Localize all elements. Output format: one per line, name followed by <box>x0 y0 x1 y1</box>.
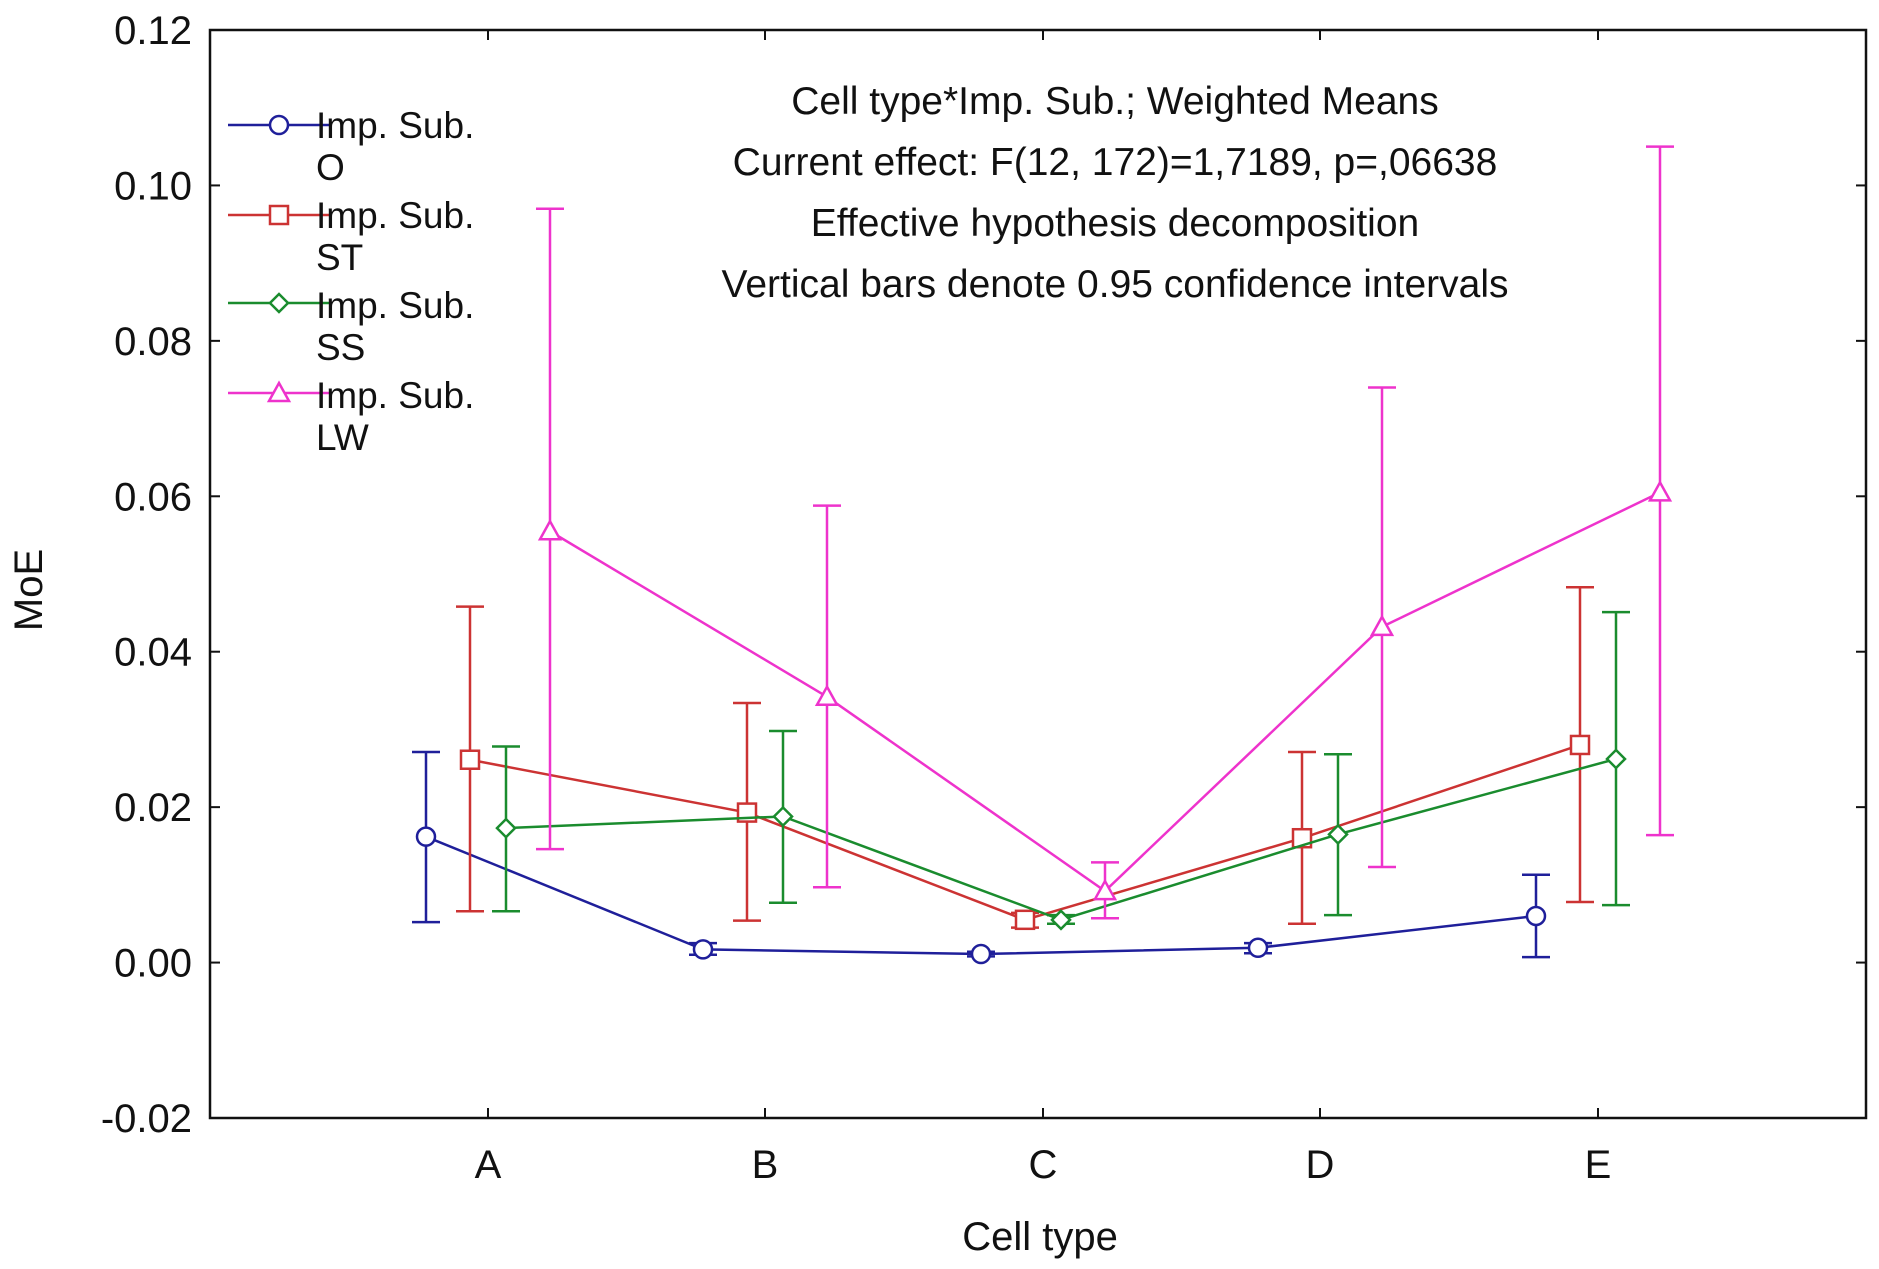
y-tick-label: 0.04 <box>114 631 192 675</box>
data-point <box>1569 734 1591 756</box>
series-ss <box>492 610 1630 931</box>
y-tick-label: 0.02 <box>114 786 192 830</box>
data-point <box>1291 827 1313 849</box>
x-tick-label: C <box>1029 1143 1058 1187</box>
title-line-2: Current effect: F(12, 172)=1,7189, p=,06… <box>733 141 1498 184</box>
title-line-1: Cell type*Imp. Sub.; Weighted Means <box>791 80 1438 123</box>
y-tick-label: 0.08 <box>114 320 192 364</box>
title-line-3: Effective hypothesis decomposition <box>811 202 1419 245</box>
data-point <box>1327 823 1349 846</box>
data-point <box>1050 909 1072 931</box>
y-tick-label: 0.06 <box>114 475 192 519</box>
legend-label-lw-line2: LW <box>316 417 369 458</box>
series-st <box>456 585 1594 931</box>
x-axis-title: Cell type <box>962 1215 1118 1259</box>
series-line <box>469 743 1581 922</box>
data-point <box>1525 905 1547 927</box>
legend-label-st-line1: Imp. Sub. <box>316 195 474 236</box>
data-point <box>459 749 481 770</box>
legend: Imp. Sub. O Imp. Sub. ST Imp. Sub. SS Im… <box>228 105 474 458</box>
data-point <box>1092 878 1118 901</box>
data-point <box>1605 748 1627 770</box>
data-point <box>1014 909 1036 931</box>
data-point <box>970 943 992 965</box>
series-line <box>549 491 1661 893</box>
data-point <box>814 684 840 707</box>
y-tick-label: 0.12 <box>114 9 192 53</box>
x-tick-label: D <box>1306 1143 1335 1187</box>
y-tick-label: -0.02 <box>101 1097 192 1141</box>
data-point <box>1247 937 1269 959</box>
legend-item-st: Imp. Sub. ST <box>228 195 474 278</box>
data-point <box>772 805 794 828</box>
x-tick-label: E <box>1585 1143 1612 1187</box>
legend-marker-circle-icon <box>268 114 290 136</box>
legend-label-st-line2: ST <box>316 237 363 278</box>
legend-label-o-line2: O <box>316 147 345 188</box>
data-point <box>1647 479 1673 502</box>
axis-ticks: -0.02 0.00 0.02 0.04 0.06 0.08 0.10 0.12 A B C D E <box>101 9 1866 1187</box>
legend-label-ss-line1: Imp. Sub. <box>316 285 474 326</box>
legend-label-lw-line1: Imp. Sub. <box>316 375 474 416</box>
legend-label-o-line1: Imp. Sub. <box>316 105 474 146</box>
x-tick-label: B <box>752 1143 779 1187</box>
series-lw <box>536 145 1674 920</box>
data-point <box>1369 614 1395 637</box>
plot-frame <box>208 28 1868 1120</box>
y-tick-label: 0.00 <box>114 942 192 986</box>
legend-label-ss-line2: SS <box>316 327 365 368</box>
legend-marker-triangle-icon <box>266 380 292 403</box>
legend-item-ss: Imp. Sub. SS <box>228 285 474 368</box>
data-point <box>692 939 714 960</box>
data-point <box>537 518 563 541</box>
series-line <box>425 835 1537 956</box>
series-layer <box>412 145 1674 965</box>
legend-marker-diamond-icon <box>268 292 290 314</box>
y-tick-label: 0.10 <box>114 164 192 208</box>
legend-item-o: Imp. Sub. O <box>228 105 474 188</box>
series-o <box>412 750 1550 965</box>
data-point <box>415 826 437 847</box>
data-point <box>495 817 517 839</box>
title-line-4: Vertical bars denote 0.95 confidence int… <box>722 263 1509 306</box>
legend-item-lw: Imp. Sub. LW <box>228 375 474 458</box>
y-axis-title: MoE <box>7 549 51 631</box>
series-line <box>505 757 1617 922</box>
legend-marker-square-icon <box>268 204 290 226</box>
x-tick-label: A <box>475 1143 502 1187</box>
